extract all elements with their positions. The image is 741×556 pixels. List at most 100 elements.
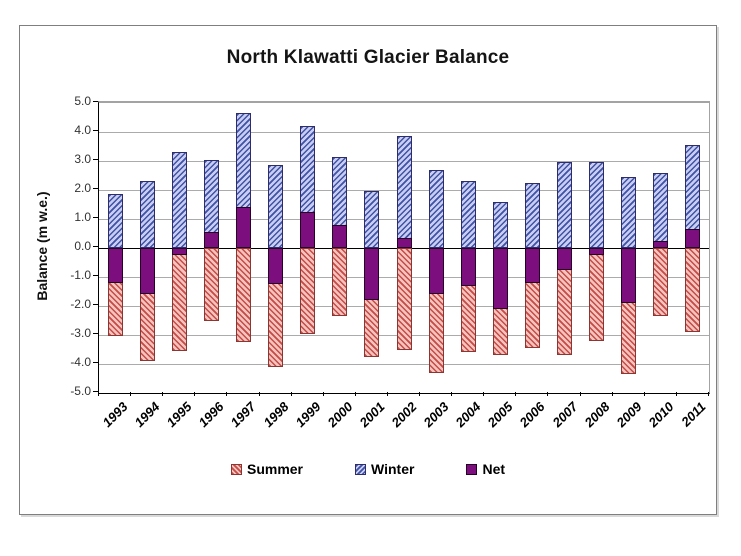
y-tick-mark: [93, 188, 98, 189]
bar-winter-2002: [397, 136, 412, 248]
legend-item-winter: Winter: [355, 461, 414, 477]
x-tick-mark: [547, 392, 548, 396]
y-tick-label: -5.0: [70, 384, 91, 398]
bar-net-2007: [557, 248, 572, 270]
bar-net-2005: [493, 248, 508, 309]
bar-winter-1998: [268, 165, 283, 248]
x-tick-mark: [580, 392, 581, 396]
y-tick-mark: [93, 246, 98, 247]
x-tick-mark: [291, 392, 292, 396]
y-tick-mark: [93, 304, 98, 305]
x-tick-mark: [612, 392, 613, 396]
bar-winter-2007: [557, 162, 572, 248]
bar-winter-2008: [589, 162, 604, 248]
x-tick-mark: [451, 392, 452, 396]
x-tick-mark: [708, 392, 709, 396]
bar-summer-1999: [300, 248, 315, 334]
bar-summer-2008: [589, 248, 604, 341]
y-tick-label: -4.0: [70, 355, 91, 369]
y-tick-mark: [93, 159, 98, 160]
y-tick-mark: [93, 130, 98, 131]
bar-net-1994: [140, 248, 155, 294]
bar-winter-2010: [653, 173, 668, 248]
bar-winter-2003: [429, 170, 444, 248]
legend-label-winter: Winter: [371, 461, 415, 477]
y-tick-mark: [93, 391, 98, 392]
chart-title: North Klawatti Glacier Balance: [226, 47, 510, 68]
gridline: [99, 132, 709, 133]
legend: Summer Winter Net: [20, 461, 716, 477]
bar-net-2008: [589, 248, 604, 255]
x-tick-mark: [162, 392, 163, 396]
bar-winter-2005: [493, 202, 508, 248]
y-tick-mark: [93, 101, 98, 102]
y-tick-mark: [93, 333, 98, 334]
y-tick-mark: [93, 217, 98, 218]
bar-net-2000: [332, 225, 347, 248]
bar-summer-1996: [204, 248, 219, 321]
y-tick-label: -1.0: [70, 268, 91, 282]
legend-item-net: Net: [466, 461, 505, 477]
bar-winter-2001: [364, 191, 379, 248]
bar-summer-2010: [653, 248, 668, 316]
bar-winter-2009: [621, 177, 636, 248]
y-tick-label: -2.0: [70, 297, 91, 311]
chart-figure: North Klawatti Glacier Balance Balance (…: [19, 25, 717, 515]
x-tick-mark: [483, 392, 484, 396]
x-tick-mark: [259, 392, 260, 396]
plot-area: [98, 101, 710, 394]
y-tick-mark: [93, 275, 98, 276]
x-tick-mark: [226, 392, 227, 396]
x-tick-mark: [644, 392, 645, 396]
y-tick-label: 1.0: [74, 210, 91, 224]
x-tick-mark: [676, 392, 677, 396]
x-tick-mark: [98, 392, 99, 396]
y-tick-label: 5.0: [74, 94, 91, 108]
summer-swatch-icon: [230, 463, 242, 475]
y-tick-mark: [93, 362, 98, 363]
bar-net-2006: [525, 248, 540, 283]
bar-summer-1995: [172, 248, 187, 351]
x-tick-mark: [387, 392, 388, 396]
bar-summer-1997: [236, 248, 251, 342]
bar-net-1999: [300, 212, 315, 248]
bar-winter-1994: [140, 181, 155, 248]
gridline: [99, 364, 709, 365]
bar-net-1996: [204, 232, 219, 248]
x-tick-mark: [130, 392, 131, 396]
x-tick-mark: [355, 392, 356, 396]
bar-net-2001: [364, 248, 379, 300]
x-tick-mark: [194, 392, 195, 396]
bar-net-2009: [621, 248, 636, 303]
y-tick-label: -3.0: [70, 326, 91, 340]
bar-net-1995: [172, 248, 187, 255]
y-tick-label: 4.0: [74, 123, 91, 137]
bar-net-1997: [236, 207, 251, 248]
bar-winter-2006: [525, 183, 540, 248]
bar-winter-1995: [172, 152, 187, 248]
net-swatch-icon: [466, 463, 478, 475]
x-tick-mark: [419, 392, 420, 396]
bar-summer-2000: [332, 248, 347, 316]
bar-net-2011: [685, 229, 700, 248]
y-tick-label: 2.0: [74, 181, 91, 195]
y-tick-label: 0.0: [74, 239, 91, 253]
bar-summer-2002: [397, 248, 412, 350]
x-tick-mark: [323, 392, 324, 396]
legend-label-summer: Summer: [246, 461, 304, 477]
y-axis-title: Balance (m w.e.): [34, 191, 50, 301]
bar-summer-2011: [685, 248, 700, 332]
bar-winter-2004: [461, 181, 476, 248]
bar-net-1993: [108, 248, 123, 283]
bar-net-2003: [429, 248, 444, 294]
y-tick-label: 3.0: [74, 152, 91, 166]
bar-net-2010: [653, 241, 668, 248]
bar-winter-1993: [108, 194, 123, 248]
legend-label-net: Net: [482, 461, 506, 477]
x-tick-mark: [515, 392, 516, 396]
winter-swatch-icon: [355, 463, 367, 475]
bar-net-2002: [397, 238, 412, 248]
bar-net-2004: [461, 248, 476, 286]
bar-net-1998: [268, 248, 283, 284]
legend-item-summer: Summer: [230, 461, 304, 477]
